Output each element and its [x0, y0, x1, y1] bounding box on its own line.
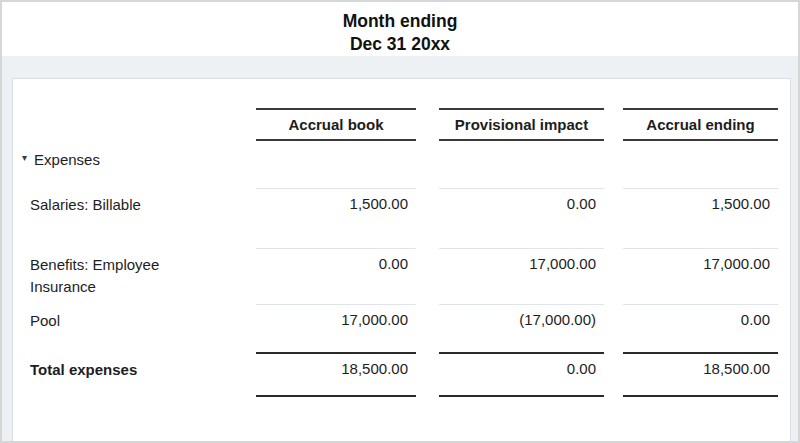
column-header-row: Accrual book Provisional impact Accrual … [13, 108, 790, 141]
column-header-accrual-ending: Accrual ending [623, 108, 778, 141]
total-provisional-impact-value: 0.00 [439, 352, 604, 397]
column-header-provisional-impact: Provisional impact [439, 108, 604, 141]
report-window: Month ending Dec 31 20xx Accrual book Pr… [0, 0, 800, 443]
report-canvas: Accrual book Provisional impact Accrual … [2, 56, 798, 441]
benefits-accrual-book-value: 0.00 [256, 248, 416, 304]
table-row-total-expenses: Total expenses 18,500.00 0.00 18,500.00 [13, 352, 790, 397]
report-period-date: Dec 31 20xx [2, 33, 798, 56]
total-expenses-label: Total expenses [13, 352, 256, 397]
table-row-salaries-billable: Salaries: Billable 1,500.00 0.00 1,500.0… [13, 188, 790, 248]
salaries-accrual-book-value: 1,500.00 [256, 188, 416, 248]
expenses-group-label: Expenses [34, 149, 100, 171]
report-card: Accrual book Provisional impact Accrual … [12, 78, 791, 441]
column-header-accrual-book: Accrual book [256, 108, 416, 141]
expenses-group-toggle[interactable]: ▾ Expenses [13, 141, 256, 188]
collapse-triangle-icon[interactable]: ▾ [22, 149, 27, 166]
total-accrual-ending-value: 18,500.00 [623, 352, 778, 397]
pool-accrual-ending-value: 0.00 [623, 304, 778, 352]
benefits-accrual-ending-value: 17,000.00 [623, 248, 778, 304]
pool-accrual-book-value: 17,000.00 [256, 304, 416, 352]
pool-provisional-impact-value: (17,000.00) [439, 304, 604, 352]
total-accrual-book-value: 18,500.00 [256, 352, 416, 397]
table-row-benefits-employee-insurance: Benefits: Employee Insurance 0.00 17,000… [13, 248, 790, 304]
salaries-provisional-impact-value: 0.00 [439, 188, 604, 248]
benefits-provisional-impact-value: 17,000.00 [439, 248, 604, 304]
row-label: Salaries: Billable [13, 188, 256, 248]
report-header: Month ending Dec 31 20xx [2, 2, 798, 56]
row-label: Pool [13, 304, 256, 352]
column-header-spacer [13, 108, 256, 141]
expenses-group-row: ▾ Expenses [13, 141, 790, 188]
report-period-title: Month ending [2, 10, 798, 33]
row-label: Benefits: Employee Insurance [13, 248, 256, 304]
salaries-accrual-ending-value: 1,500.00 [623, 188, 778, 248]
table-row-pool: Pool 17,000.00 (17,000.00) 0.00 [13, 304, 790, 352]
